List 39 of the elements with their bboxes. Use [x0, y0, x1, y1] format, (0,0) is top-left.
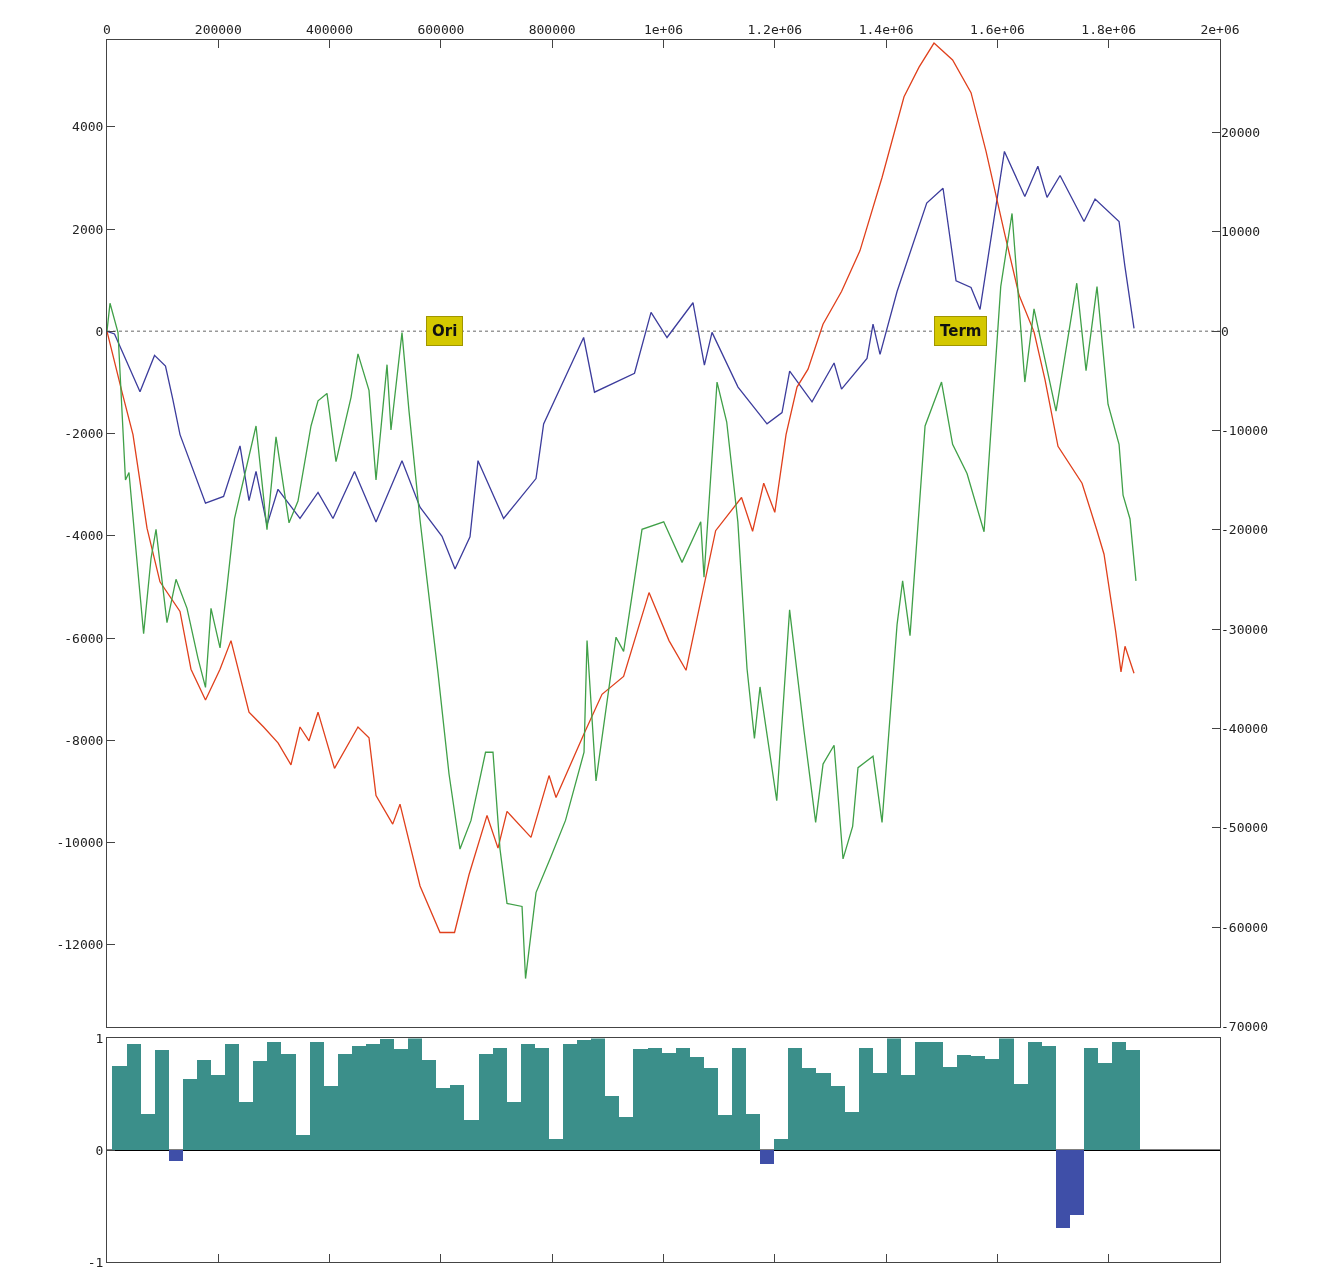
x-tick-label: 1e+06 [643, 21, 684, 37]
bar [760, 1150, 774, 1165]
y-tick-label: 2000 [72, 221, 104, 237]
y2-tick-label: -60000 [1221, 919, 1268, 935]
y2-tick-label: 20000 [1221, 124, 1261, 140]
x-tick-label: 200000 [194, 21, 242, 37]
y2-tick-label: -70000 [1221, 1019, 1268, 1035]
y2-tick-label: -10000 [1221, 422, 1268, 438]
x-tick-label: 1.8e+06 [1081, 21, 1137, 37]
y-tick-label: -1 [87, 1254, 104, 1270]
x-tick-label: 1.2e+06 [747, 21, 803, 37]
y2-tick-label: 10000 [1221, 224, 1261, 240]
x-tick-label: 400000 [306, 21, 354, 37]
y-tick-label: 0 [95, 1142, 104, 1158]
y2-tick-label: 0 [1221, 323, 1229, 339]
y-tick-label: -4000 [64, 528, 104, 544]
y-tick-label: -6000 [64, 630, 104, 646]
y2-tick-label: -30000 [1221, 621, 1268, 637]
y-tick-label: -8000 [64, 732, 104, 748]
line-series [107, 42, 1135, 934]
x-tick-label: 1.4e+06 [858, 21, 914, 37]
x-tick-label: 800000 [528, 21, 576, 37]
y2-tick-label: -20000 [1221, 522, 1268, 538]
bar [169, 1150, 183, 1162]
y-tick-label: 4000 [72, 119, 104, 135]
annotation: Term [940, 322, 982, 340]
x-tick-label: 2e+06 [1200, 21, 1240, 37]
x-tick-label: 1.6e+06 [970, 21, 1025, 37]
line-series [107, 150, 1135, 570]
y2-tick-label: -50000 [1221, 820, 1268, 836]
line-series [107, 212, 1137, 980]
annotation: Ori [432, 322, 458, 340]
x-tick-label: 600000 [417, 21, 465, 37]
y-tick-label: -2000 [64, 426, 104, 442]
y-tick-label: -12000 [56, 937, 104, 953]
y-tick-label: 1 [95, 1031, 104, 1047]
y-tick-label: -10000 [56, 835, 104, 851]
y2-tick-label: -40000 [1221, 721, 1268, 737]
y-tick-label: 0 [95, 323, 104, 339]
